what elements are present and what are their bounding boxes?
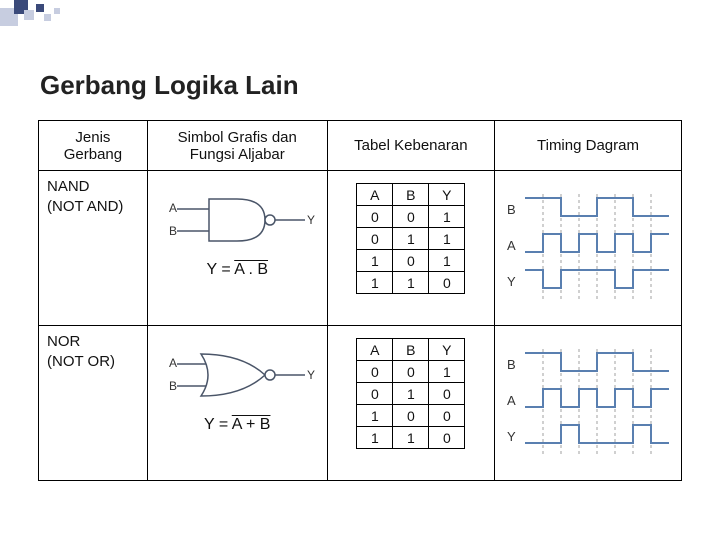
input-a-label: A [169,201,177,215]
logic-gates-table: Jenis Gerbang Simbol Grafis dan Fungsi A… [38,120,682,481]
nand-gate-icon: A B Y [157,185,317,255]
output-y-label: Y [307,213,315,227]
truth-table-cell: A B Y 001 010 100 110 [327,326,494,481]
nor-timing-diagram: B A Y [503,343,673,463]
gate-name: NAND [47,178,90,195]
col-header-timing: Timing Dagram [494,121,681,171]
nand-timing-diagram: B A Y [503,188,673,308]
svg-text:B: B [507,202,516,217]
input-a-label: A [169,356,177,370]
slide-decoration [0,0,120,32]
svg-text:B: B [507,357,516,372]
svg-text:A: A [507,238,516,253]
col-header-simbol: Simbol Grafis dan Fungsi Aljabar [147,121,327,171]
input-b-label: B [169,224,177,238]
nor-gate-icon: A B Y [157,340,317,410]
gate-subname: (NOT OR) [47,353,115,370]
gate-name: NOR [47,333,80,350]
timing-cell: B A Y [494,171,681,326]
gate-symbol-cell: A B Y Y = A + B [147,326,327,481]
timing-cell: B A Y [494,326,681,481]
row-nand: NAND (NOT AND) A B Y Y = A . B [39,171,682,326]
nand-truth-table: A B Y 001 011 101 110 [356,183,465,294]
col-header-jenis: Jenis Gerbang [39,121,148,171]
nor-truth-table: A B Y 001 010 100 110 [356,338,465,449]
col-header-tabel: Tabel Kebenaran [327,121,494,171]
gate-symbol-cell: A B Y Y = A . B [147,171,327,326]
nand-formula: Y = A . B [156,261,319,279]
row-nor: NOR (NOT OR) A B Y Y = A + B [39,326,682,481]
output-y-label: Y [307,368,315,382]
gate-subname: (NOT AND) [47,198,123,215]
svg-text:Y: Y [507,274,516,289]
page-title: Gerbang Logika Lain [40,70,299,101]
gate-name-cell: NAND (NOT AND) [39,171,148,326]
svg-text:Y: Y [507,429,516,444]
truth-table-cell: A B Y 001 011 101 110 [327,171,494,326]
header-row: Jenis Gerbang Simbol Grafis dan Fungsi A… [39,121,682,171]
input-b-label: B [169,379,177,393]
gate-name-cell: NOR (NOT OR) [39,326,148,481]
nor-formula: Y = A + B [156,416,319,434]
svg-text:A: A [507,393,516,408]
